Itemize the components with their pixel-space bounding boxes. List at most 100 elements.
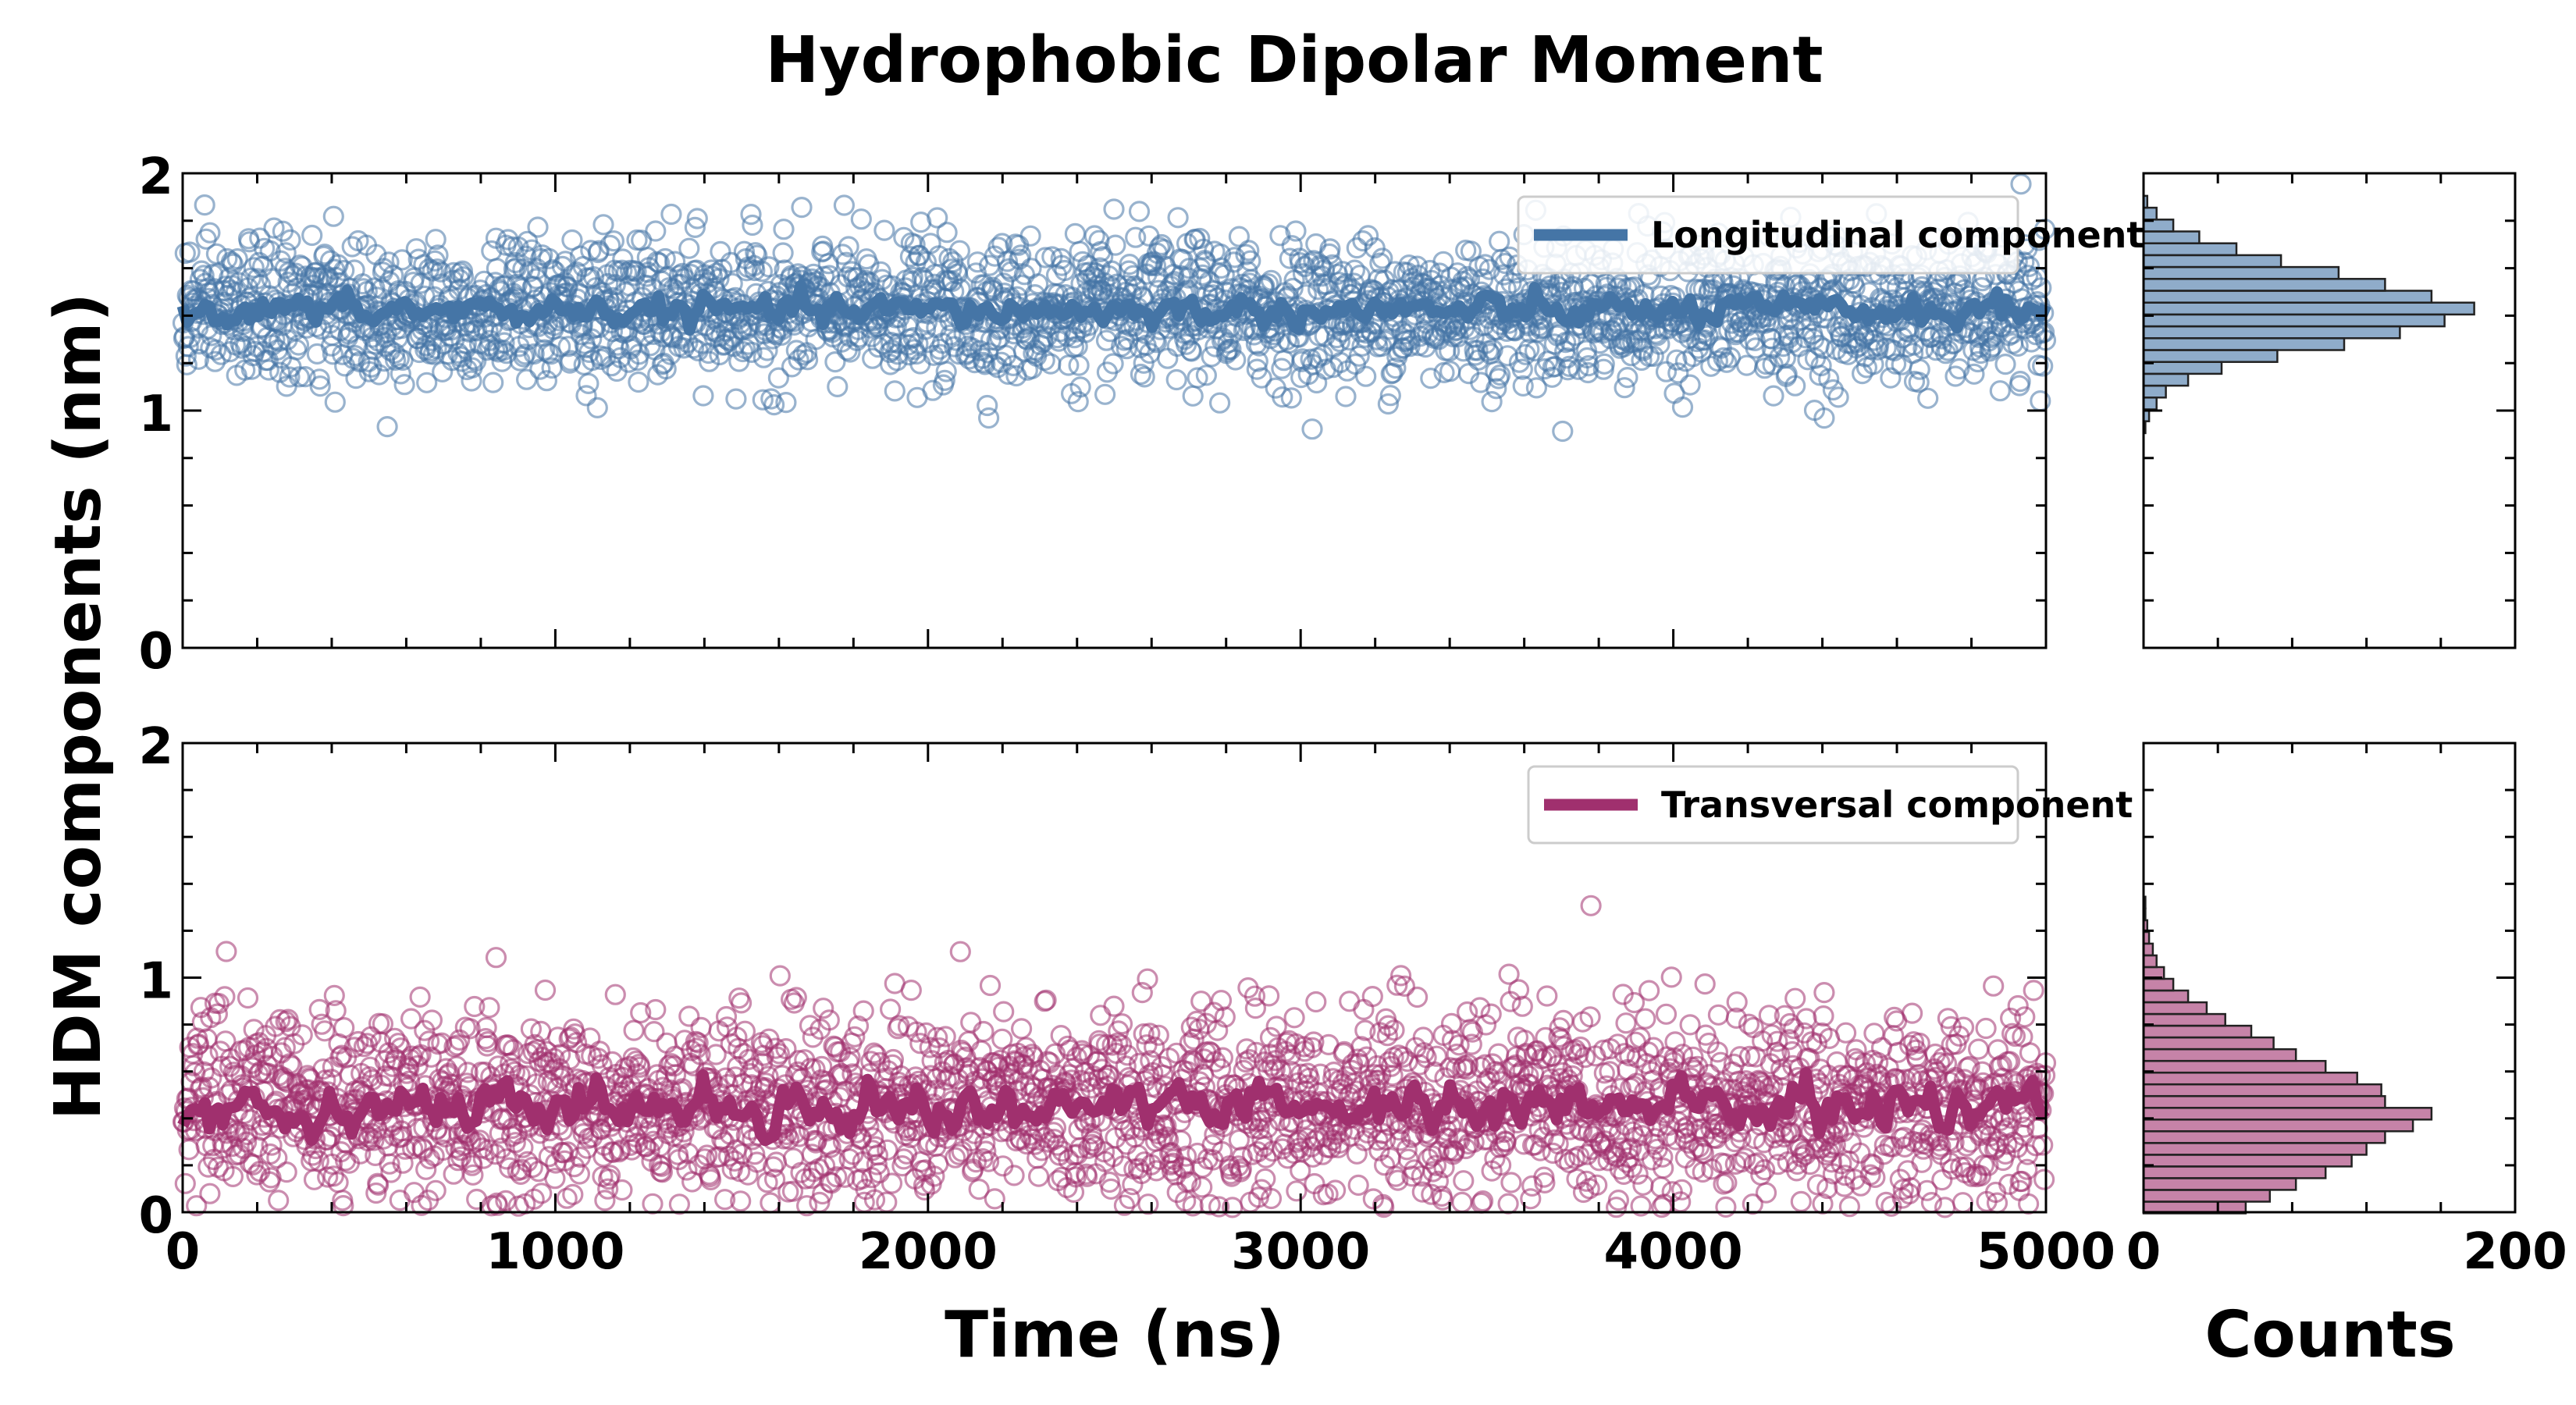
scatter-point	[1744, 329, 1766, 351]
scatter-point	[742, 214, 763, 237]
scatter-point	[1495, 278, 1517, 300]
scatter-point	[902, 266, 923, 288]
scatter-point	[514, 343, 536, 365]
scatter-point	[870, 261, 891, 283]
scatter-point	[1035, 989, 1057, 1012]
scatter-point	[1165, 368, 1187, 391]
scatter-point	[1068, 354, 1090, 376]
scatter-point	[1319, 238, 1341, 260]
scatter-point	[1406, 986, 1429, 1008]
scatter-point	[341, 236, 363, 258]
scatter-point	[1970, 277, 1992, 299]
scatter-point	[560, 350, 582, 372]
histogram-bar	[2142, 349, 2279, 363]
scatter-point	[1795, 1008, 1817, 1030]
scatter-point	[461, 370, 482, 392]
scatter-point	[1716, 351, 1738, 373]
scatter-point	[940, 324, 962, 346]
scatter-point	[1420, 368, 1442, 389]
scatter-point	[1372, 247, 1393, 269]
scatter-point	[1982, 336, 2004, 357]
scatter-point	[1208, 392, 1231, 414]
scatter-point	[948, 240, 971, 261]
scatter-point	[1111, 1013, 1133, 1035]
scatter-point	[1989, 380, 2011, 402]
scatter-point	[1347, 1174, 1369, 1197]
scatter-point	[345, 368, 367, 389]
histogram-bar	[2142, 265, 2340, 280]
scatter-point	[1361, 985, 1383, 1008]
scatter-point	[1353, 998, 1375, 1021]
scatter-point	[979, 974, 1002, 997]
scatter-point	[1632, 1174, 1654, 1196]
scatter-point	[477, 320, 499, 342]
scatter-point	[209, 1040, 231, 1062]
scatter-point	[900, 979, 922, 1001]
scatter-point	[974, 354, 996, 375]
scatter-point	[936, 222, 958, 244]
scatter-point	[269, 330, 290, 352]
scatter-point	[1064, 222, 1087, 244]
histogram	[2142, 194, 2475, 435]
scatter-point	[586, 397, 608, 419]
scatter-point	[1497, 1193, 1519, 1215]
scatter-point	[1050, 247, 1072, 269]
scatter-point	[623, 1019, 645, 1041]
y-tick-label: 0	[138, 623, 173, 681]
scatter-point	[303, 1168, 326, 1190]
scatter-point	[322, 343, 343, 365]
scatter-point	[2030, 277, 2052, 299]
scatter-point	[368, 364, 390, 386]
scatter-point	[314, 244, 336, 265]
scatter-point	[1190, 991, 1212, 1012]
scatter-point	[420, 318, 443, 340]
scatter-point	[269, 361, 291, 383]
scatter-point	[1189, 227, 1211, 250]
scatter-point	[344, 345, 366, 367]
running-mean-line	[176, 280, 2051, 336]
scatter-point	[382, 265, 404, 286]
y-axis-label: HDM components (nm)	[41, 293, 116, 1120]
scatter-point	[1167, 207, 1189, 229]
scatter-point	[222, 253, 244, 275]
scatter-point	[1485, 378, 1507, 400]
scatter-point	[1967, 350, 1989, 373]
scatter-point	[1614, 377, 1635, 399]
scatter-point	[426, 258, 448, 280]
scatter-point	[1019, 225, 1041, 247]
scatter-point	[1577, 361, 1599, 384]
scatter-point	[1507, 277, 1530, 299]
histogram-bar	[2142, 230, 2201, 244]
scatter-point	[960, 1012, 982, 1033]
scatter-point	[1784, 987, 1806, 1009]
scatter-point	[1182, 385, 1204, 407]
scatter-point	[775, 391, 797, 414]
scatter-point	[588, 240, 610, 261]
scatter-point	[432, 361, 454, 382]
scatter-point	[376, 415, 398, 438]
scatter-point	[308, 368, 330, 390]
histogram-bar	[2142, 372, 2190, 387]
scatter-point	[409, 986, 431, 1008]
scatter-point	[205, 339, 227, 361]
scatter-point	[1343, 259, 1366, 281]
scatter-point	[1525, 377, 1548, 399]
scatter-point	[1880, 367, 1902, 389]
scatter-point	[1617, 367, 1638, 389]
scatter-point	[758, 256, 780, 278]
y-tick-label: 1	[138, 386, 173, 443]
scatter-point	[876, 1191, 898, 1213]
scatter-point	[611, 1179, 633, 1201]
scatter-point	[655, 358, 677, 380]
scatter-point	[1357, 225, 1379, 247]
scatter-point	[838, 236, 859, 258]
scatter-point	[248, 251, 270, 273]
scatter-point	[1784, 375, 1806, 397]
scatter-point	[204, 350, 226, 372]
scatter-point	[1813, 337, 1834, 359]
scatter-point	[214, 986, 236, 1008]
scatter-point	[1636, 319, 1658, 341]
scatter-point	[1247, 350, 1268, 372]
